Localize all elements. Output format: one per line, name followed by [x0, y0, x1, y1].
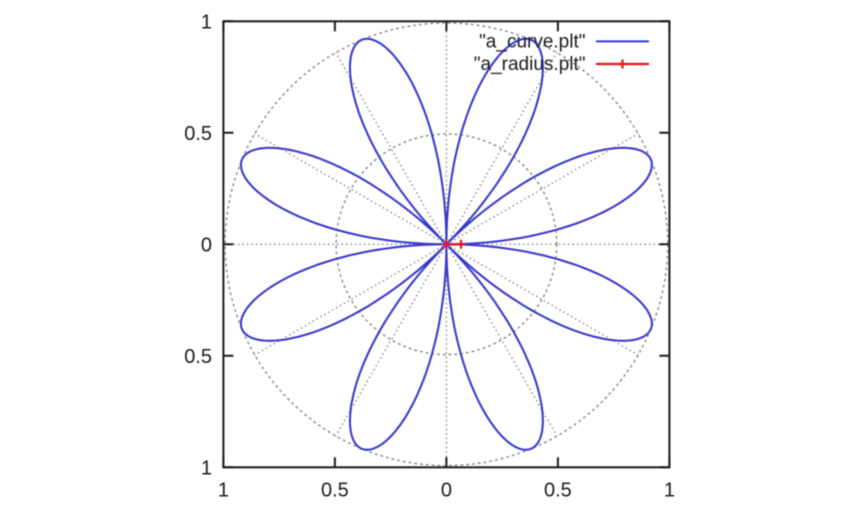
svg-text:"a_radius.plt": "a_radius.plt" [474, 54, 586, 75]
svg-text:0.5: 0.5 [544, 480, 572, 502]
svg-text:0.5: 0.5 [184, 123, 212, 145]
svg-text:"a_curve.plt": "a_curve.plt" [479, 32, 585, 53]
svg-text:0: 0 [201, 235, 212, 257]
svg-text:0: 0 [441, 480, 452, 502]
svg-text:1: 1 [218, 480, 229, 502]
svg-text:1: 1 [201, 12, 212, 34]
svg-text:1: 1 [201, 458, 212, 480]
svg-text:0.5: 0.5 [321, 480, 349, 502]
svg-text:1: 1 [664, 480, 675, 502]
svg-text:0.5: 0.5 [184, 346, 212, 368]
